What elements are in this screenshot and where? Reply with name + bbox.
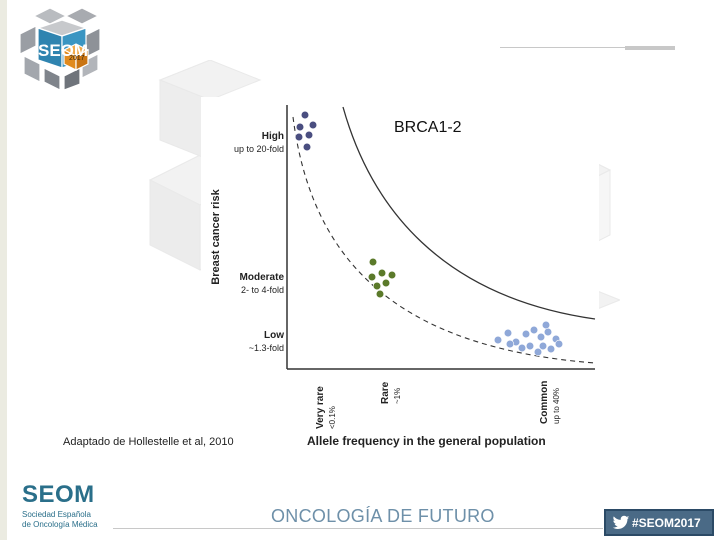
- seom-logo-word: SEOM: [22, 481, 95, 508]
- risk-frequency-chart: BRCA1-2 Breast cancer risk High up to 20…: [201, 97, 599, 457]
- scatter-point: [368, 257, 378, 267]
- logo-year-text: 2017: [69, 55, 85, 62]
- scatter-point: [304, 130, 314, 140]
- left-margin-strip: [0, 0, 7, 540]
- scatter-point: [533, 347, 543, 357]
- scatter-point: [536, 332, 546, 342]
- scatter-point: [538, 341, 548, 351]
- x-tick-sublabel: up to 40%: [552, 388, 561, 424]
- scatter-point: [381, 278, 391, 288]
- seom-logo-sub1: Sociedad Española: [22, 510, 91, 519]
- footer-tagline: ONCOLOGÍA DE FUTURO: [271, 506, 495, 526]
- scatter-point: [525, 341, 535, 351]
- scatter-point: [302, 142, 312, 152]
- x-axis-title: Allele frequency in the general populati…: [307, 434, 546, 448]
- y-axis-title: Breast cancer risk: [210, 188, 222, 284]
- x-tick-label: Common: [539, 381, 550, 424]
- x-tick-label: Rare: [380, 381, 391, 404]
- scatter-point: [546, 344, 556, 354]
- hashtag-badge: #SEOM2017: [604, 509, 714, 536]
- scatter-point: [517, 343, 527, 353]
- x-tick-sublabel: <0.1%: [328, 406, 337, 429]
- scatter-point: [375, 289, 385, 299]
- scatter-point: [372, 281, 382, 291]
- scatter-point: [377, 268, 387, 278]
- y-tick-sublabel: ~1.3-fold: [249, 343, 284, 353]
- scatter-point: [367, 272, 377, 282]
- scatter-point: [543, 327, 553, 337]
- seom-footer-logo: SEOM Sociedad Española de Oncología Médi…: [22, 482, 114, 540]
- scatter-point: [294, 132, 304, 142]
- scatter-point: [295, 122, 305, 132]
- upper-risk-curve: [342, 106, 596, 320]
- scatter-point: [505, 339, 515, 349]
- scatter-point: [503, 328, 513, 338]
- y-tick-label: High: [262, 131, 284, 142]
- source-citation: Adaptado de Hollestelle et al, 2010: [63, 436, 234, 448]
- seom-logo-sub2: de Oncología Médica: [22, 520, 98, 529]
- header-rule: [500, 46, 675, 50]
- y-tick-sublabel: 2- to 4-fold: [241, 285, 284, 295]
- scatter-point: [308, 120, 318, 130]
- scatter-point: [387, 270, 397, 280]
- x-tick-sublabel: ~1%: [393, 388, 402, 404]
- footer-rule: [113, 528, 603, 529]
- scatter-point: [493, 335, 503, 345]
- hashtag-text: #SEOM2017: [632, 516, 701, 530]
- y-tick-sublabel: up to 20-fold: [234, 144, 284, 154]
- chart-title: BRCA1-2: [394, 119, 462, 136]
- seom-2017-logo: SEOM 2017: [19, 7, 101, 91]
- logo-seom-text: SEOM: [38, 41, 88, 60]
- twitter-bird-icon: [612, 515, 630, 529]
- y-tick-label: Moderate: [240, 272, 285, 283]
- scatter-point: [541, 320, 551, 330]
- x-tick-label: Very rare: [315, 386, 326, 429]
- scatter-point: [300, 110, 310, 120]
- scatter-point: [521, 329, 531, 339]
- y-tick-label: Low: [264, 330, 284, 341]
- scatter-point: [529, 325, 539, 335]
- scatter-point: [554, 339, 564, 349]
